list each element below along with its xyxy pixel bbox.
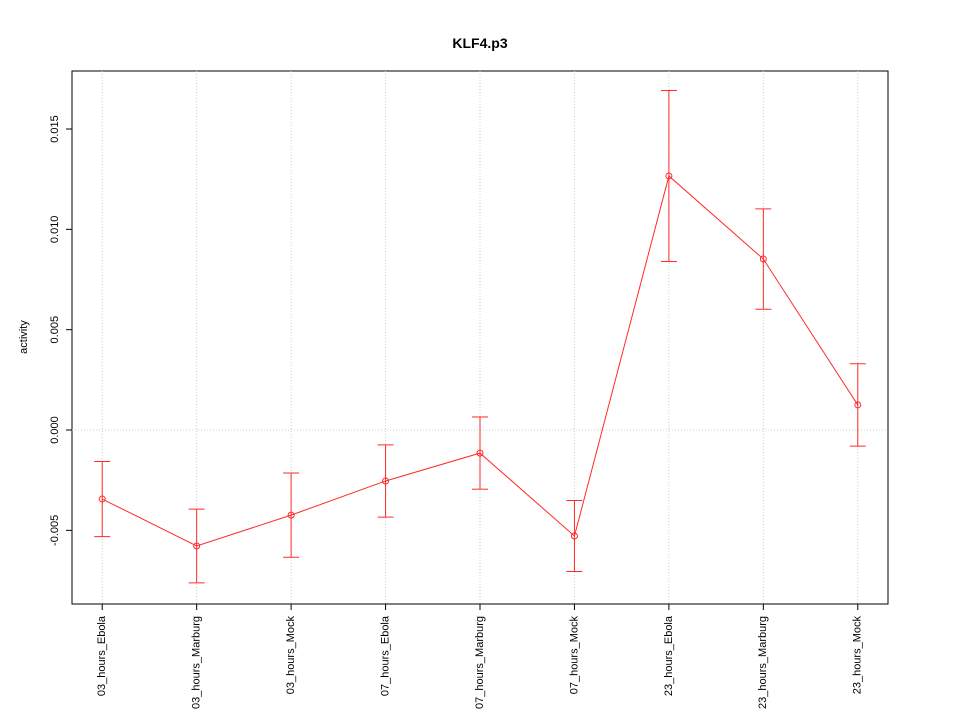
- data-point: [476, 449, 484, 457]
- data-point: [570, 532, 578, 540]
- y-tick-label: 0.000: [49, 416, 61, 444]
- x-tick-label: 03_hours_Ebola: [96, 615, 108, 696]
- error-bar: [377, 444, 394, 518]
- error-bar: [755, 208, 772, 310]
- y-tick-label: 0.005: [49, 316, 61, 344]
- data-point: [193, 542, 201, 550]
- x-tick-label: 07_hours_Marburg: [474, 616, 486, 709]
- x-tick-label: 07_hours_Mock: [568, 616, 580, 695]
- data-point: [382, 477, 390, 485]
- error-bar: [283, 472, 300, 558]
- y-tick-label: 0.015: [49, 115, 61, 143]
- error-bar: [188, 508, 205, 584]
- data-point: [98, 495, 106, 503]
- y-axis-label: activity: [18, 320, 30, 354]
- chart-title: KLF4.p3: [452, 35, 507, 51]
- x-tick-label: 23_hours_Ebola: [663, 615, 675, 696]
- error-bar: [566, 499, 583, 572]
- error-bar: [94, 461, 111, 538]
- x-tick-label: 07_hours_Ebola: [379, 615, 391, 696]
- y-tick-label: 0.010: [49, 216, 61, 244]
- error-bar: [660, 89, 677, 262]
- x-tick-label: 23_hours_Mock: [852, 616, 864, 695]
- data-point: [665, 172, 673, 180]
- error-bar: [849, 363, 866, 447]
- data-point: [759, 255, 767, 263]
- error-bar: [472, 416, 488, 490]
- x-tick-label: 23_hours_Marburg: [757, 616, 769, 709]
- x-tick-label: 03_hours_Marburg: [191, 616, 203, 709]
- data-point: [854, 401, 862, 409]
- data-line: [101, 175, 859, 547]
- data-point: [287, 511, 295, 519]
- y-tick-label: -0.005: [49, 515, 61, 546]
- x-tick-label: 03_hours_Mock: [285, 616, 297, 695]
